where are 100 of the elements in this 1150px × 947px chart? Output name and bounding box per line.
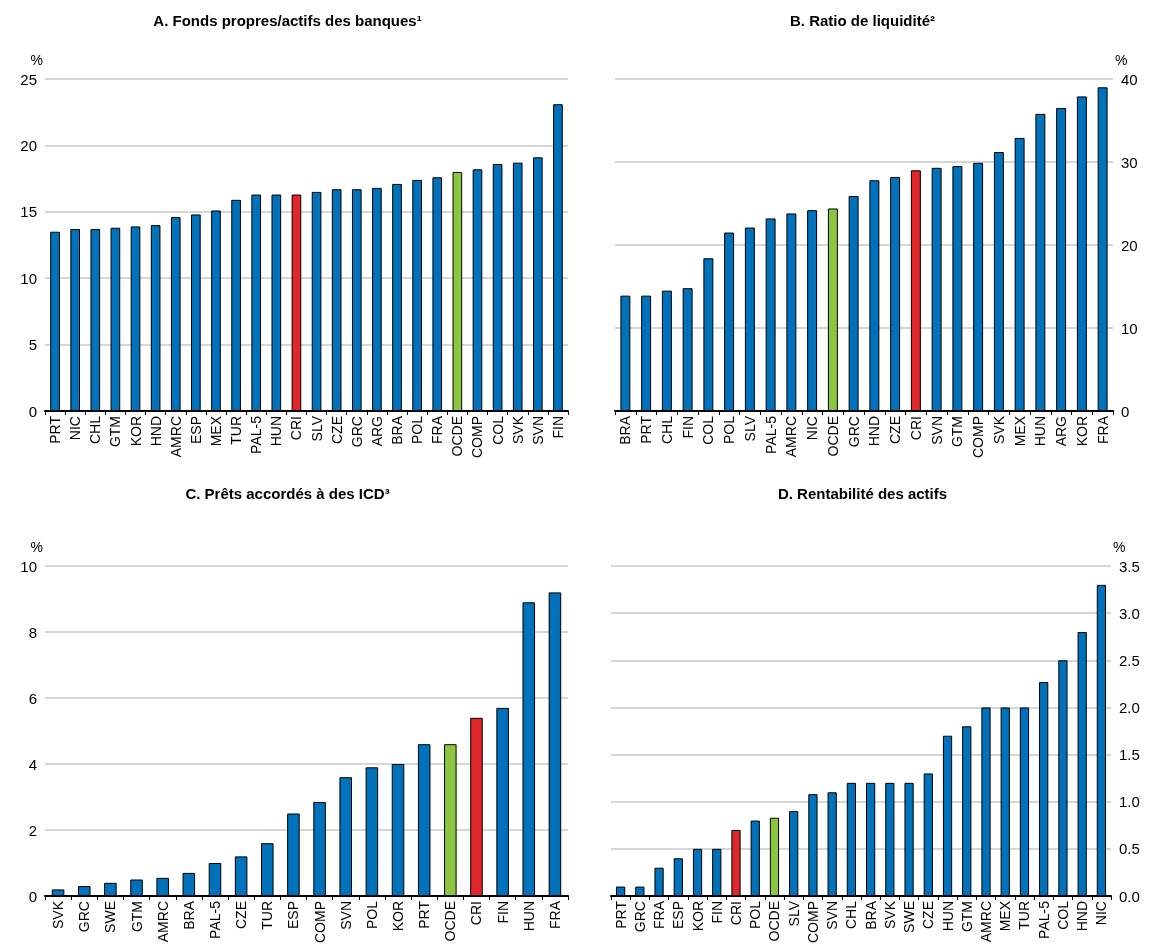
x-tick-label: ARG bbox=[1053, 416, 1070, 447]
x-tick-label: NIC bbox=[1093, 901, 1110, 926]
x-tick-label: PRT bbox=[612, 900, 629, 929]
x-tick-label: COMP bbox=[469, 416, 486, 458]
y-axis-title: % bbox=[30, 52, 43, 68]
x-tick-label: FIN bbox=[549, 416, 566, 439]
x-tick-label: BRA bbox=[180, 900, 197, 930]
x-tick-label: FIN bbox=[708, 901, 725, 924]
x-tick-label: CZE bbox=[920, 901, 937, 929]
x-tick-label: PRT bbox=[638, 415, 655, 444]
x-tick-label: GRC bbox=[631, 901, 648, 933]
x-tick-label: HUN bbox=[520, 901, 537, 932]
x-tick-label: FRA bbox=[429, 415, 446, 444]
x-tick-label: SVK bbox=[881, 900, 898, 930]
x-tick-label: POL bbox=[721, 415, 738, 445]
x-tick-label: BRA bbox=[862, 900, 879, 930]
y2-tick-label: 2.5 bbox=[1119, 651, 1140, 669]
y-tick-label: 0 bbox=[28, 402, 37, 420]
x-tick-label: POL bbox=[363, 900, 380, 930]
x-tick-label: PAL-5 bbox=[762, 415, 779, 454]
x-tick-label: ESP bbox=[285, 901, 302, 930]
x-tick-label: FRA bbox=[651, 900, 668, 929]
y-tick-label: 2 bbox=[28, 821, 37, 839]
x-tick-label: AMRC bbox=[167, 416, 184, 458]
x-tick-label: TUR bbox=[259, 901, 276, 930]
x-tick-label: SVK bbox=[990, 415, 1007, 445]
x-tick-label: COL bbox=[489, 415, 506, 445]
x-tick-label: NIC bbox=[804, 416, 821, 441]
x-tick-label: CRI bbox=[288, 416, 305, 441]
chart-title: C. Prêts accordés à des ICD³ bbox=[185, 485, 390, 502]
y-axis-title: % bbox=[30, 539, 43, 555]
y-tick-label: 15 bbox=[20, 203, 37, 221]
x-tick-label: MEX bbox=[1011, 415, 1028, 447]
x-tick-label: CRI bbox=[468, 901, 485, 926]
x-tick-label: PAL-5 bbox=[1035, 900, 1052, 939]
x-tick-label: GTM bbox=[949, 416, 966, 448]
x-tick-label: PAL-5 bbox=[248, 415, 265, 454]
y-tick-label: 25 bbox=[20, 70, 37, 88]
y-tick-label: 20 bbox=[20, 136, 37, 154]
y-tick-label: 4 bbox=[28, 755, 37, 773]
x-tick-label: SVK bbox=[50, 900, 67, 930]
x-tick-label: SLV bbox=[785, 900, 802, 927]
x-tick-label: ESP bbox=[187, 416, 204, 445]
x-tick-label: ESP bbox=[670, 901, 687, 930]
x-tick-label: SLV bbox=[308, 415, 325, 442]
y2-tick-label: 0.5 bbox=[1119, 840, 1140, 858]
x-tick-label: COL bbox=[700, 415, 717, 445]
x-tick-label: HND bbox=[866, 416, 883, 447]
x-tick-label: HUN bbox=[268, 416, 285, 447]
chart-title: D. Rentabilité des actifs bbox=[777, 485, 948, 502]
x-tick-label: SVN bbox=[337, 901, 354, 930]
x-tick-label: PRT bbox=[416, 900, 433, 929]
y-tick-label: 10 bbox=[20, 557, 37, 575]
x-tick-label: CZE bbox=[233, 901, 250, 929]
x-tick-label: HND bbox=[1074, 901, 1091, 932]
y2-tick-label: 10 bbox=[1121, 319, 1138, 337]
y-tick-label: 5 bbox=[28, 336, 37, 354]
y2-tick-label: 1.5 bbox=[1119, 746, 1140, 764]
x-tick-label: ARG bbox=[368, 416, 385, 447]
y2-tick-label: 2.0 bbox=[1119, 698, 1140, 716]
x-tick-label: GTM bbox=[958, 901, 975, 933]
y2-axis-title: % bbox=[1113, 539, 1126, 555]
x-tick-label: PRT bbox=[47, 415, 64, 444]
x-tick-label: MEX bbox=[207, 415, 224, 447]
y-tick-label: 8 bbox=[28, 623, 37, 641]
x-tick-label: BRA bbox=[389, 415, 406, 445]
x-tick-label: CHL bbox=[843, 900, 860, 930]
y2-tick-label: 1.0 bbox=[1119, 793, 1140, 811]
x-tick-label: CHL bbox=[658, 415, 675, 445]
x-tick-label: CRI bbox=[728, 901, 744, 926]
chart-title: A. Fonds propres/actifs des banques¹ bbox=[153, 12, 422, 29]
x-tick-label: PAL-5 bbox=[206, 900, 223, 939]
x-tick-label: OCDE bbox=[442, 901, 459, 942]
x-tick-label: FIN bbox=[679, 416, 696, 439]
chart-title: B. Ratio de liquidité² bbox=[790, 12, 935, 29]
x-tick-label: SWE bbox=[901, 901, 918, 933]
x-tick-label: KOR bbox=[390, 901, 407, 932]
x-tick-label: KOR bbox=[689, 901, 706, 932]
y2-tick-label: 30 bbox=[1121, 153, 1138, 171]
x-tick-label: BRA bbox=[617, 415, 634, 445]
x-tick-label: FIN bbox=[494, 901, 511, 924]
y-tick-label: 0 bbox=[28, 887, 37, 905]
x-tick-label: NIC bbox=[67, 416, 84, 441]
y2-tick-label: 3.0 bbox=[1119, 604, 1140, 622]
y-tick-label: 6 bbox=[28, 689, 37, 707]
x-tick-label: OCDE bbox=[824, 416, 841, 457]
x-tick-label: SVN bbox=[529, 416, 546, 445]
x-tick-label: HND bbox=[147, 416, 164, 447]
x-tick-label: MEX bbox=[997, 900, 1014, 932]
x-tick-label: TUR bbox=[228, 416, 245, 445]
x-tick-label: COL bbox=[1054, 900, 1071, 930]
x-tick-label: KOR bbox=[127, 416, 144, 447]
y2-tick-label: 40 bbox=[1121, 70, 1138, 88]
x-tick-label: FRA bbox=[546, 900, 563, 929]
x-tick-label: HUN bbox=[1032, 416, 1049, 447]
x-tick-label: GTM bbox=[107, 416, 124, 448]
x-tick-label: POL bbox=[747, 900, 764, 930]
x-tick-label: GRC bbox=[76, 901, 93, 933]
x-tick-label: COMP bbox=[311, 901, 328, 943]
x-tick-label: TUR bbox=[1016, 901, 1033, 930]
